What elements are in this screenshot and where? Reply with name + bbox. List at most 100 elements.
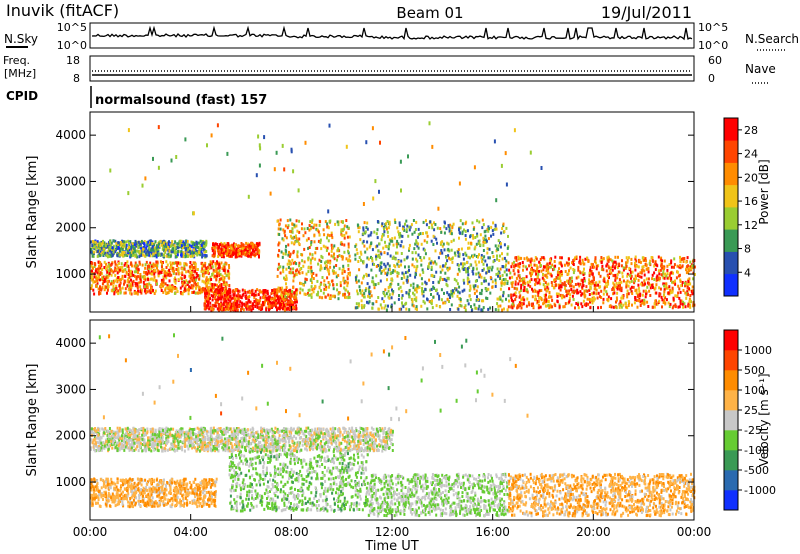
data-cell xyxy=(167,242,170,246)
data-cell xyxy=(433,260,436,264)
data-cell xyxy=(679,299,682,303)
data-cell xyxy=(221,243,224,247)
data-cell xyxy=(656,264,659,268)
data-cell xyxy=(505,259,508,263)
data-cell xyxy=(205,241,208,245)
data-cell xyxy=(592,281,594,285)
data-cell xyxy=(341,271,344,275)
data-cell xyxy=(583,272,586,276)
data-cell xyxy=(248,244,251,248)
data-cell xyxy=(612,274,615,278)
data-cell xyxy=(185,279,188,283)
data-cell xyxy=(284,295,287,298)
data-cell xyxy=(643,258,646,262)
data-cell xyxy=(192,254,195,258)
data-cell xyxy=(105,285,108,289)
data-cell xyxy=(479,233,482,237)
data-cell xyxy=(91,267,94,271)
data-cell xyxy=(403,228,406,232)
data-cell xyxy=(416,286,419,290)
data-cell xyxy=(474,245,477,249)
data-cell xyxy=(385,225,388,229)
data-cell xyxy=(633,277,636,281)
data-cell xyxy=(217,271,220,275)
data-cell xyxy=(380,306,383,310)
data-cell xyxy=(165,276,168,280)
data-cell xyxy=(483,255,486,259)
data-cell xyxy=(362,226,365,230)
data-cell xyxy=(420,304,423,308)
data-cell xyxy=(400,188,402,193)
data-cell xyxy=(223,297,226,301)
data-cell xyxy=(358,256,361,259)
data-cell xyxy=(525,275,528,279)
data-cell xyxy=(293,292,296,296)
data-cell xyxy=(359,288,361,292)
data-cell xyxy=(228,264,230,267)
data-cell xyxy=(129,284,132,288)
data-cell xyxy=(443,248,446,252)
data-cell xyxy=(150,270,153,273)
data-cell xyxy=(692,289,695,293)
data-cell xyxy=(287,306,290,310)
data-cell xyxy=(431,273,433,277)
data-cell xyxy=(244,295,247,299)
data-cell xyxy=(422,299,425,303)
data-cell xyxy=(543,285,546,289)
data-cell xyxy=(481,269,484,272)
data-cell xyxy=(90,287,93,290)
data-cell xyxy=(562,305,565,309)
data-cell xyxy=(121,274,124,278)
data-cell xyxy=(669,288,672,292)
data-cell xyxy=(383,262,386,266)
data-cell xyxy=(121,269,124,273)
data-cell xyxy=(446,259,449,263)
data-cell xyxy=(146,249,149,253)
data-cell xyxy=(207,271,210,275)
data-cell xyxy=(572,263,575,266)
data-cell xyxy=(204,270,207,274)
data-cell xyxy=(309,252,312,256)
data-cell xyxy=(566,263,569,267)
data-cell xyxy=(329,219,332,223)
data-cell xyxy=(245,296,248,300)
data-cell xyxy=(519,289,522,292)
data-cell xyxy=(658,278,661,282)
data-cell xyxy=(380,265,383,269)
data-cell xyxy=(163,274,166,278)
data-cell xyxy=(205,276,208,280)
data-cell xyxy=(168,240,170,244)
data-cell xyxy=(254,305,257,308)
data-cell xyxy=(117,266,120,270)
data-cell xyxy=(459,219,462,223)
data-cell xyxy=(283,167,286,172)
data-cell xyxy=(457,307,460,311)
data-cell xyxy=(148,242,151,246)
data-cell xyxy=(312,272,315,275)
data-cell xyxy=(403,275,406,279)
data-cell xyxy=(281,286,284,290)
data-cell xyxy=(363,304,366,308)
data-cell xyxy=(210,306,213,310)
data-cell xyxy=(154,240,157,244)
data-cell xyxy=(412,219,415,222)
data-cell xyxy=(200,289,203,293)
data-cell xyxy=(295,291,298,295)
data-cell xyxy=(494,281,497,285)
data-cell xyxy=(403,258,406,262)
data-cell xyxy=(531,270,534,274)
data-cell xyxy=(486,297,489,300)
data-cell xyxy=(358,285,361,289)
data-cell xyxy=(478,220,481,224)
data-cell xyxy=(386,230,389,234)
data-cell xyxy=(102,253,105,257)
data-cell xyxy=(380,224,383,228)
data-cell xyxy=(220,248,223,252)
data-cell xyxy=(181,246,184,250)
data-cell xyxy=(534,279,537,283)
data-cell xyxy=(441,240,444,244)
data-cell xyxy=(440,298,443,302)
data-cell xyxy=(225,249,228,253)
data-cell xyxy=(415,269,418,273)
data-cell xyxy=(114,279,116,283)
